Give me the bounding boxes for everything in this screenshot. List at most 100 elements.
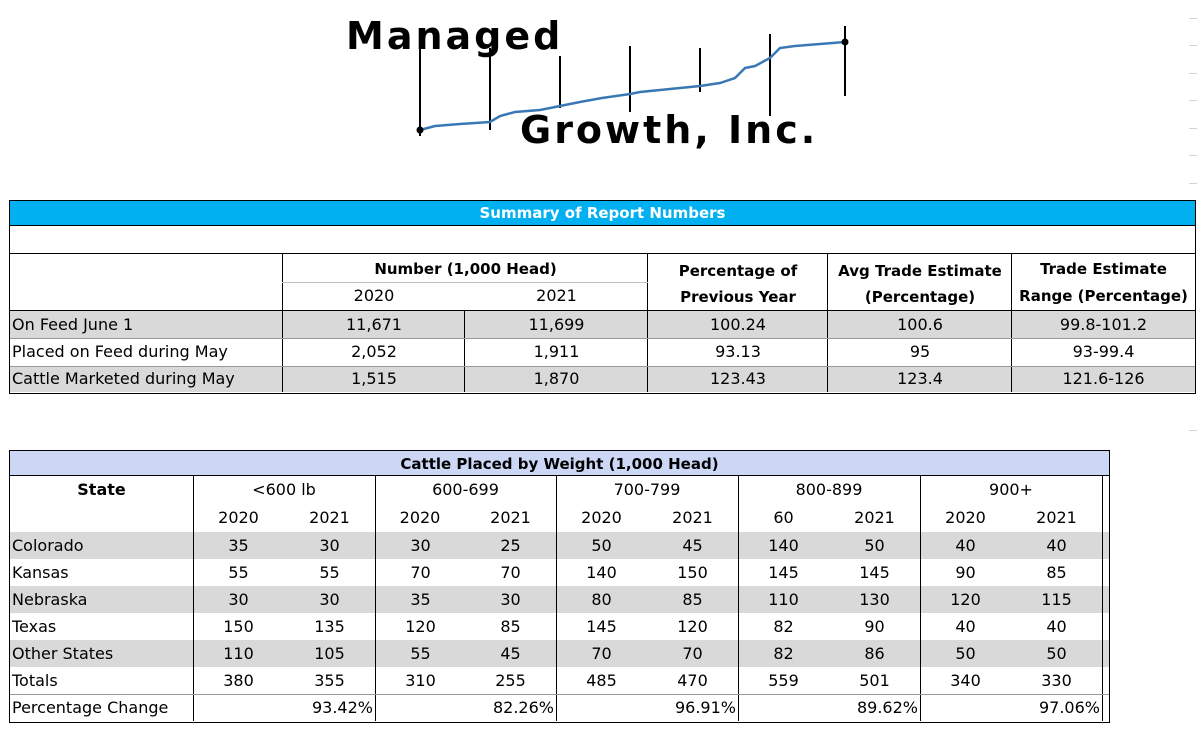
row-label: Placed on Feed during May bbox=[12, 342, 228, 361]
cell-2020: 1,515 bbox=[351, 369, 397, 388]
value-cell: 86 bbox=[864, 644, 885, 663]
summary-grid: Number (1,000 Head) 2020 2021 Percentage… bbox=[9, 254, 1196, 394]
value-cell: 82 bbox=[773, 644, 794, 663]
state-header: State bbox=[77, 480, 126, 499]
value-cell: 40 bbox=[955, 536, 976, 555]
value-cell: 340 bbox=[950, 671, 981, 690]
value-cell: 70 bbox=[500, 563, 521, 582]
value-cell: 85 bbox=[500, 617, 521, 636]
value-cell: 355 bbox=[314, 671, 345, 690]
sub-header: 2020 bbox=[945, 508, 986, 527]
value-cell: 485 bbox=[586, 671, 617, 690]
value-cell: 30 bbox=[228, 590, 249, 609]
cell-avg: 95 bbox=[909, 342, 931, 361]
summary-table: Summary of Report Numbers Number (1,000 … bbox=[9, 200, 1196, 394]
sub-header: 2021 bbox=[672, 508, 713, 527]
value-cell: 55 bbox=[228, 563, 249, 582]
value-cell: 330 bbox=[1041, 671, 1072, 690]
value-cell: 90 bbox=[864, 617, 885, 636]
company-logo: Managed Growth, Inc. bbox=[340, 8, 880, 168]
sub-header: 2021 bbox=[490, 508, 531, 527]
value-cell: 30 bbox=[319, 536, 340, 555]
pct-change: 82.26% bbox=[492, 698, 554, 717]
value-cell: 30 bbox=[319, 590, 340, 609]
group-header: 800-899 bbox=[795, 480, 863, 499]
cell-range: 99.8-101.2 bbox=[1059, 315, 1148, 334]
header-number: Number (1,000 Head) bbox=[374, 260, 557, 278]
cell-range: 93-99.4 bbox=[1072, 342, 1135, 361]
summary-blank-row bbox=[9, 226, 1196, 254]
value-cell: 70 bbox=[591, 644, 612, 663]
sub-header: 2020 bbox=[218, 508, 259, 527]
cell-pct: 100.24 bbox=[710, 315, 766, 334]
value-cell: 25 bbox=[500, 536, 521, 555]
value-cell: 55 bbox=[319, 563, 340, 582]
logo-text-top: Managed bbox=[346, 14, 564, 58]
pct-change: 96.91% bbox=[674, 698, 736, 717]
value-cell: 470 bbox=[677, 671, 708, 690]
value-cell: 45 bbox=[500, 644, 521, 663]
value-cell: 50 bbox=[591, 536, 612, 555]
spreadsheet-edge bbox=[1185, 0, 1200, 729]
state-name: Totals bbox=[12, 671, 58, 690]
logo-text-bottom: Growth, Inc. bbox=[520, 108, 819, 152]
cell-2020: 11,671 bbox=[346, 315, 402, 334]
cell-2021: 1,911 bbox=[533, 342, 580, 361]
value-cell: 55 bbox=[410, 644, 431, 663]
value-cell: 35 bbox=[410, 590, 431, 609]
weight-grid: State <600 lb 600-699 700-799 800-899 90… bbox=[9, 476, 1110, 723]
header-avg-line1: Avg Trade Estimate bbox=[838, 262, 1002, 280]
header-year-2021: 2021 bbox=[536, 286, 577, 305]
value-cell: 90 bbox=[955, 563, 976, 582]
value-cell: 120 bbox=[677, 617, 708, 636]
value-cell: 120 bbox=[405, 617, 436, 636]
group-header: 600-699 bbox=[432, 480, 499, 499]
cell-avg: 123.4 bbox=[897, 369, 943, 388]
value-cell: 70 bbox=[682, 644, 703, 663]
summary-row-bg bbox=[10, 366, 1195, 392]
row-label: On Feed June 1 bbox=[12, 315, 134, 334]
value-cell: 105 bbox=[314, 644, 345, 663]
value-cell: 310 bbox=[405, 671, 436, 690]
value-cell: 50 bbox=[955, 644, 976, 663]
state-name: Texas bbox=[12, 617, 57, 636]
group-header: <600 lb bbox=[252, 480, 316, 499]
value-cell: 145 bbox=[768, 563, 799, 582]
value-cell: 559 bbox=[768, 671, 799, 690]
cell-range: 121.6-126 bbox=[1062, 369, 1145, 388]
row-label: Cattle Marketed during May bbox=[12, 369, 235, 388]
value-cell: 30 bbox=[410, 536, 431, 555]
value-cell: 30 bbox=[500, 590, 521, 609]
header-range-line2: Range (Percentage) bbox=[1019, 287, 1188, 305]
value-cell: 110 bbox=[768, 590, 799, 609]
sub-header: 2021 bbox=[309, 508, 350, 527]
sub-header: 60 bbox=[773, 508, 794, 527]
value-cell: 145 bbox=[586, 617, 617, 636]
value-cell: 140 bbox=[768, 536, 799, 555]
state-name: Colorado bbox=[12, 536, 84, 555]
value-cell: 35 bbox=[228, 536, 249, 555]
header-range-line1: Trade Estimate bbox=[1040, 260, 1167, 278]
value-cell: 120 bbox=[950, 590, 981, 609]
value-cell: 501 bbox=[859, 671, 890, 690]
value-cell: 40 bbox=[955, 617, 976, 636]
value-cell: 150 bbox=[677, 563, 708, 582]
cell-2021: 11,699 bbox=[528, 315, 585, 334]
cell-pct: 93.13 bbox=[715, 342, 761, 361]
state-name: Kansas bbox=[12, 563, 69, 582]
state-name: Nebraska bbox=[12, 590, 88, 609]
header-avg-line2: (Percentage) bbox=[864, 288, 976, 306]
pct-change: 89.62% bbox=[856, 698, 918, 717]
cell-pct: 123.43 bbox=[710, 369, 766, 388]
value-cell: 255 bbox=[495, 671, 526, 690]
sub-header: 2020 bbox=[581, 508, 622, 527]
pct-change: 93.42% bbox=[311, 698, 373, 717]
value-cell: 50 bbox=[1046, 644, 1067, 663]
weight-title: Cattle Placed by Weight (1,000 Head) bbox=[9, 450, 1110, 476]
value-cell: 135 bbox=[314, 617, 345, 636]
pct-change: 97.06% bbox=[1038, 698, 1100, 717]
header-pct-line1: Percentage of bbox=[678, 262, 798, 280]
value-cell: 40 bbox=[1046, 536, 1067, 555]
value-cell: 145 bbox=[859, 563, 890, 582]
sub-header: 2021 bbox=[1036, 508, 1077, 527]
